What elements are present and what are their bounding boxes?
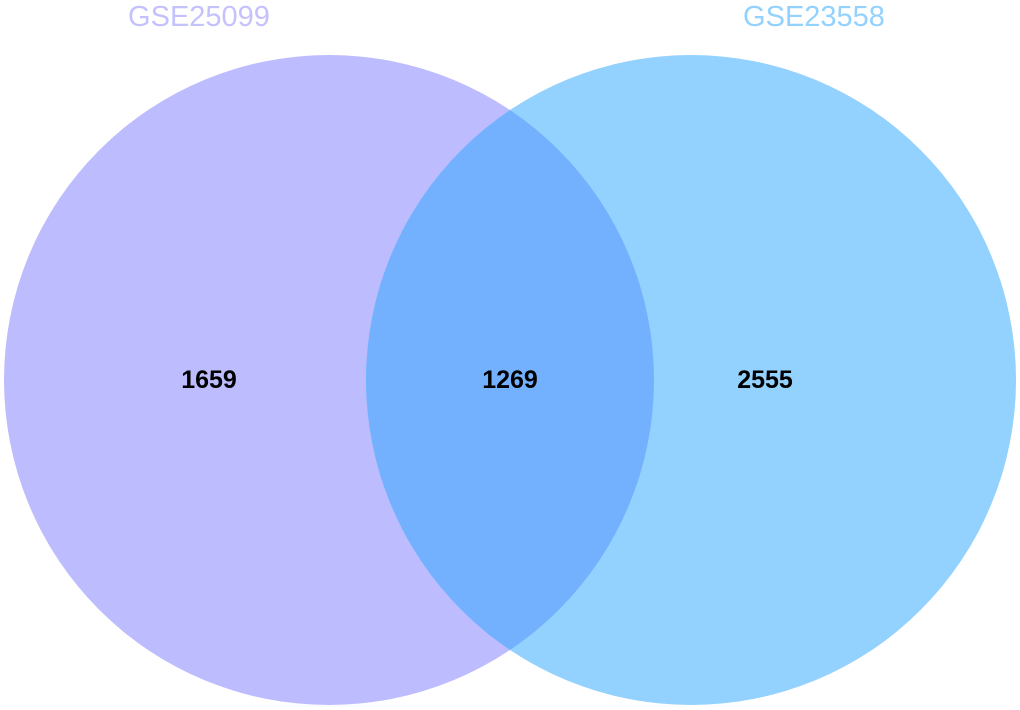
only-a-count: 1659 (181, 366, 237, 394)
intersection-region (366, 55, 654, 705)
intersection-count: 1269 (482, 366, 538, 394)
only-b-count: 2555 (737, 366, 793, 394)
set-b-title: GSE23558 (743, 1, 885, 33)
set-a-title: GSE25099 (128, 1, 270, 33)
